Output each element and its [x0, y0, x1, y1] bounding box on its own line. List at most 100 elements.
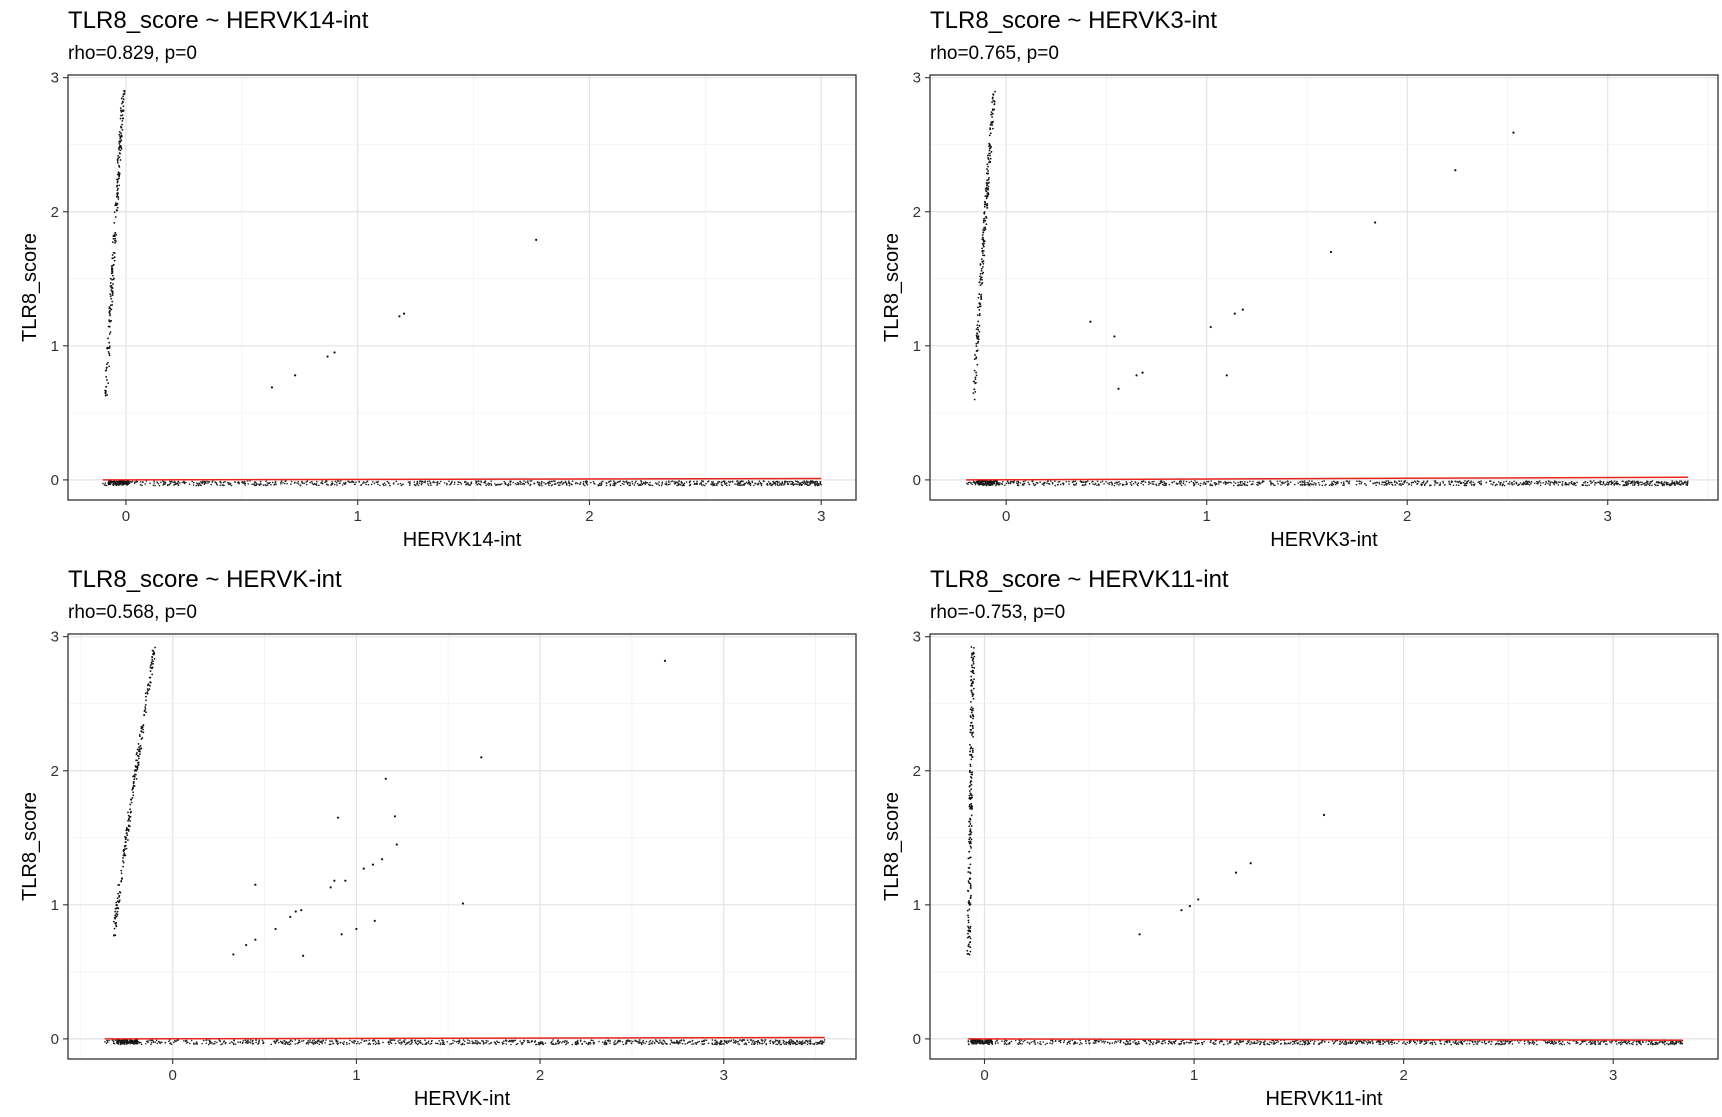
- data-point: [119, 159, 122, 161]
- data-point: [601, 480, 604, 483]
- data-point: [403, 1041, 406, 1044]
- data-point: [493, 1041, 496, 1043]
- data-point: [984, 195, 987, 198]
- data-point: [1147, 1039, 1150, 1042]
- data-point: [1119, 1040, 1122, 1043]
- data-point: [802, 1042, 805, 1044]
- data-point: [115, 925, 118, 928]
- data-point: [644, 1042, 646, 1045]
- data-point: [1454, 1040, 1457, 1043]
- data-point: [124, 836, 126, 838]
- data-point: [305, 481, 308, 483]
- data-point: [1324, 1041, 1326, 1043]
- data-point: [344, 879, 347, 882]
- data-point: [1628, 1040, 1631, 1043]
- data-point: [1522, 481, 1525, 484]
- data-point: [571, 483, 573, 486]
- data-point: [1084, 483, 1087, 486]
- data-point: [776, 1039, 779, 1042]
- data-point: [970, 711, 973, 714]
- data-point: [758, 480, 761, 483]
- data-point: [186, 1041, 189, 1044]
- data-point: [987, 178, 990, 181]
- data-point: [136, 766, 139, 769]
- data-point: [116, 181, 119, 184]
- data-point: [991, 116, 993, 118]
- data-point: [1501, 1043, 1504, 1045]
- data-point: [586, 484, 589, 486]
- data-point: [1630, 1042, 1633, 1045]
- data-point: [1109, 1042, 1111, 1045]
- data-point: [761, 1039, 764, 1042]
- data-point: [1160, 1042, 1163, 1045]
- data-point: [966, 949, 969, 952]
- data-point: [987, 185, 990, 188]
- data-point: [1547, 482, 1549, 485]
- data-point: [1239, 480, 1242, 483]
- data-point: [1306, 1043, 1309, 1046]
- data-point: [1633, 481, 1635, 484]
- data-point: [110, 308, 113, 311]
- data-point: [112, 251, 115, 254]
- data-point: [1481, 1041, 1483, 1044]
- data-point: [253, 481, 256, 484]
- data-point: [983, 200, 986, 203]
- data-point: [126, 481, 129, 484]
- data-point: [966, 936, 969, 939]
- data-point: [136, 748, 139, 751]
- data-point: [969, 1040, 972, 1043]
- data-point: [1135, 374, 1138, 377]
- data-point: [439, 1042, 442, 1044]
- data-point: [149, 684, 151, 687]
- data-point: [562, 1040, 564, 1043]
- data-point: [521, 1043, 523, 1046]
- data-point: [294, 481, 296, 484]
- data-point: [346, 1043, 348, 1046]
- data-point: [1158, 484, 1160, 486]
- data-point: [1651, 480, 1654, 482]
- data-point: [395, 480, 398, 483]
- data-point: [991, 108, 994, 111]
- data-point: [689, 484, 691, 487]
- data-point: [376, 481, 379, 484]
- data-point: [969, 927, 972, 929]
- data-point: [737, 1041, 739, 1043]
- data-point: [535, 238, 538, 242]
- data-point: [246, 480, 249, 482]
- data-point: [1470, 482, 1472, 484]
- data-point: [981, 278, 983, 281]
- data-point: [232, 1043, 235, 1045]
- data-point: [1545, 481, 1547, 484]
- data-point: [989, 152, 991, 155]
- data-point: [998, 483, 1001, 486]
- data-point: [739, 1039, 741, 1041]
- data-point: [164, 1041, 167, 1044]
- data-point: [1668, 1043, 1670, 1045]
- data-point: [154, 646, 157, 649]
- data-point: [576, 1042, 578, 1045]
- data-point: [1424, 1040, 1426, 1042]
- data-point: [585, 1042, 588, 1044]
- data-point: [1449, 1041, 1451, 1043]
- data-point: [783, 1043, 786, 1045]
- data-point: [173, 481, 176, 484]
- data-point: [1570, 482, 1573, 485]
- data-point: [581, 1043, 583, 1045]
- data-point: [123, 1040, 125, 1042]
- data-point: [689, 1041, 692, 1043]
- data-point: [104, 484, 107, 487]
- data-point: [1388, 481, 1390, 484]
- data-point: [1245, 1042, 1248, 1045]
- data-point: [1039, 481, 1041, 483]
- data-point: [249, 1041, 252, 1044]
- data-point: [283, 1043, 286, 1045]
- data-point: [344, 483, 346, 486]
- data-point: [315, 483, 318, 485]
- data-point: [996, 1039, 998, 1042]
- data-point: [394, 1042, 397, 1045]
- data-point: [1339, 1040, 1342, 1043]
- data-point: [630, 1040, 632, 1042]
- data-point: [1433, 1041, 1436, 1044]
